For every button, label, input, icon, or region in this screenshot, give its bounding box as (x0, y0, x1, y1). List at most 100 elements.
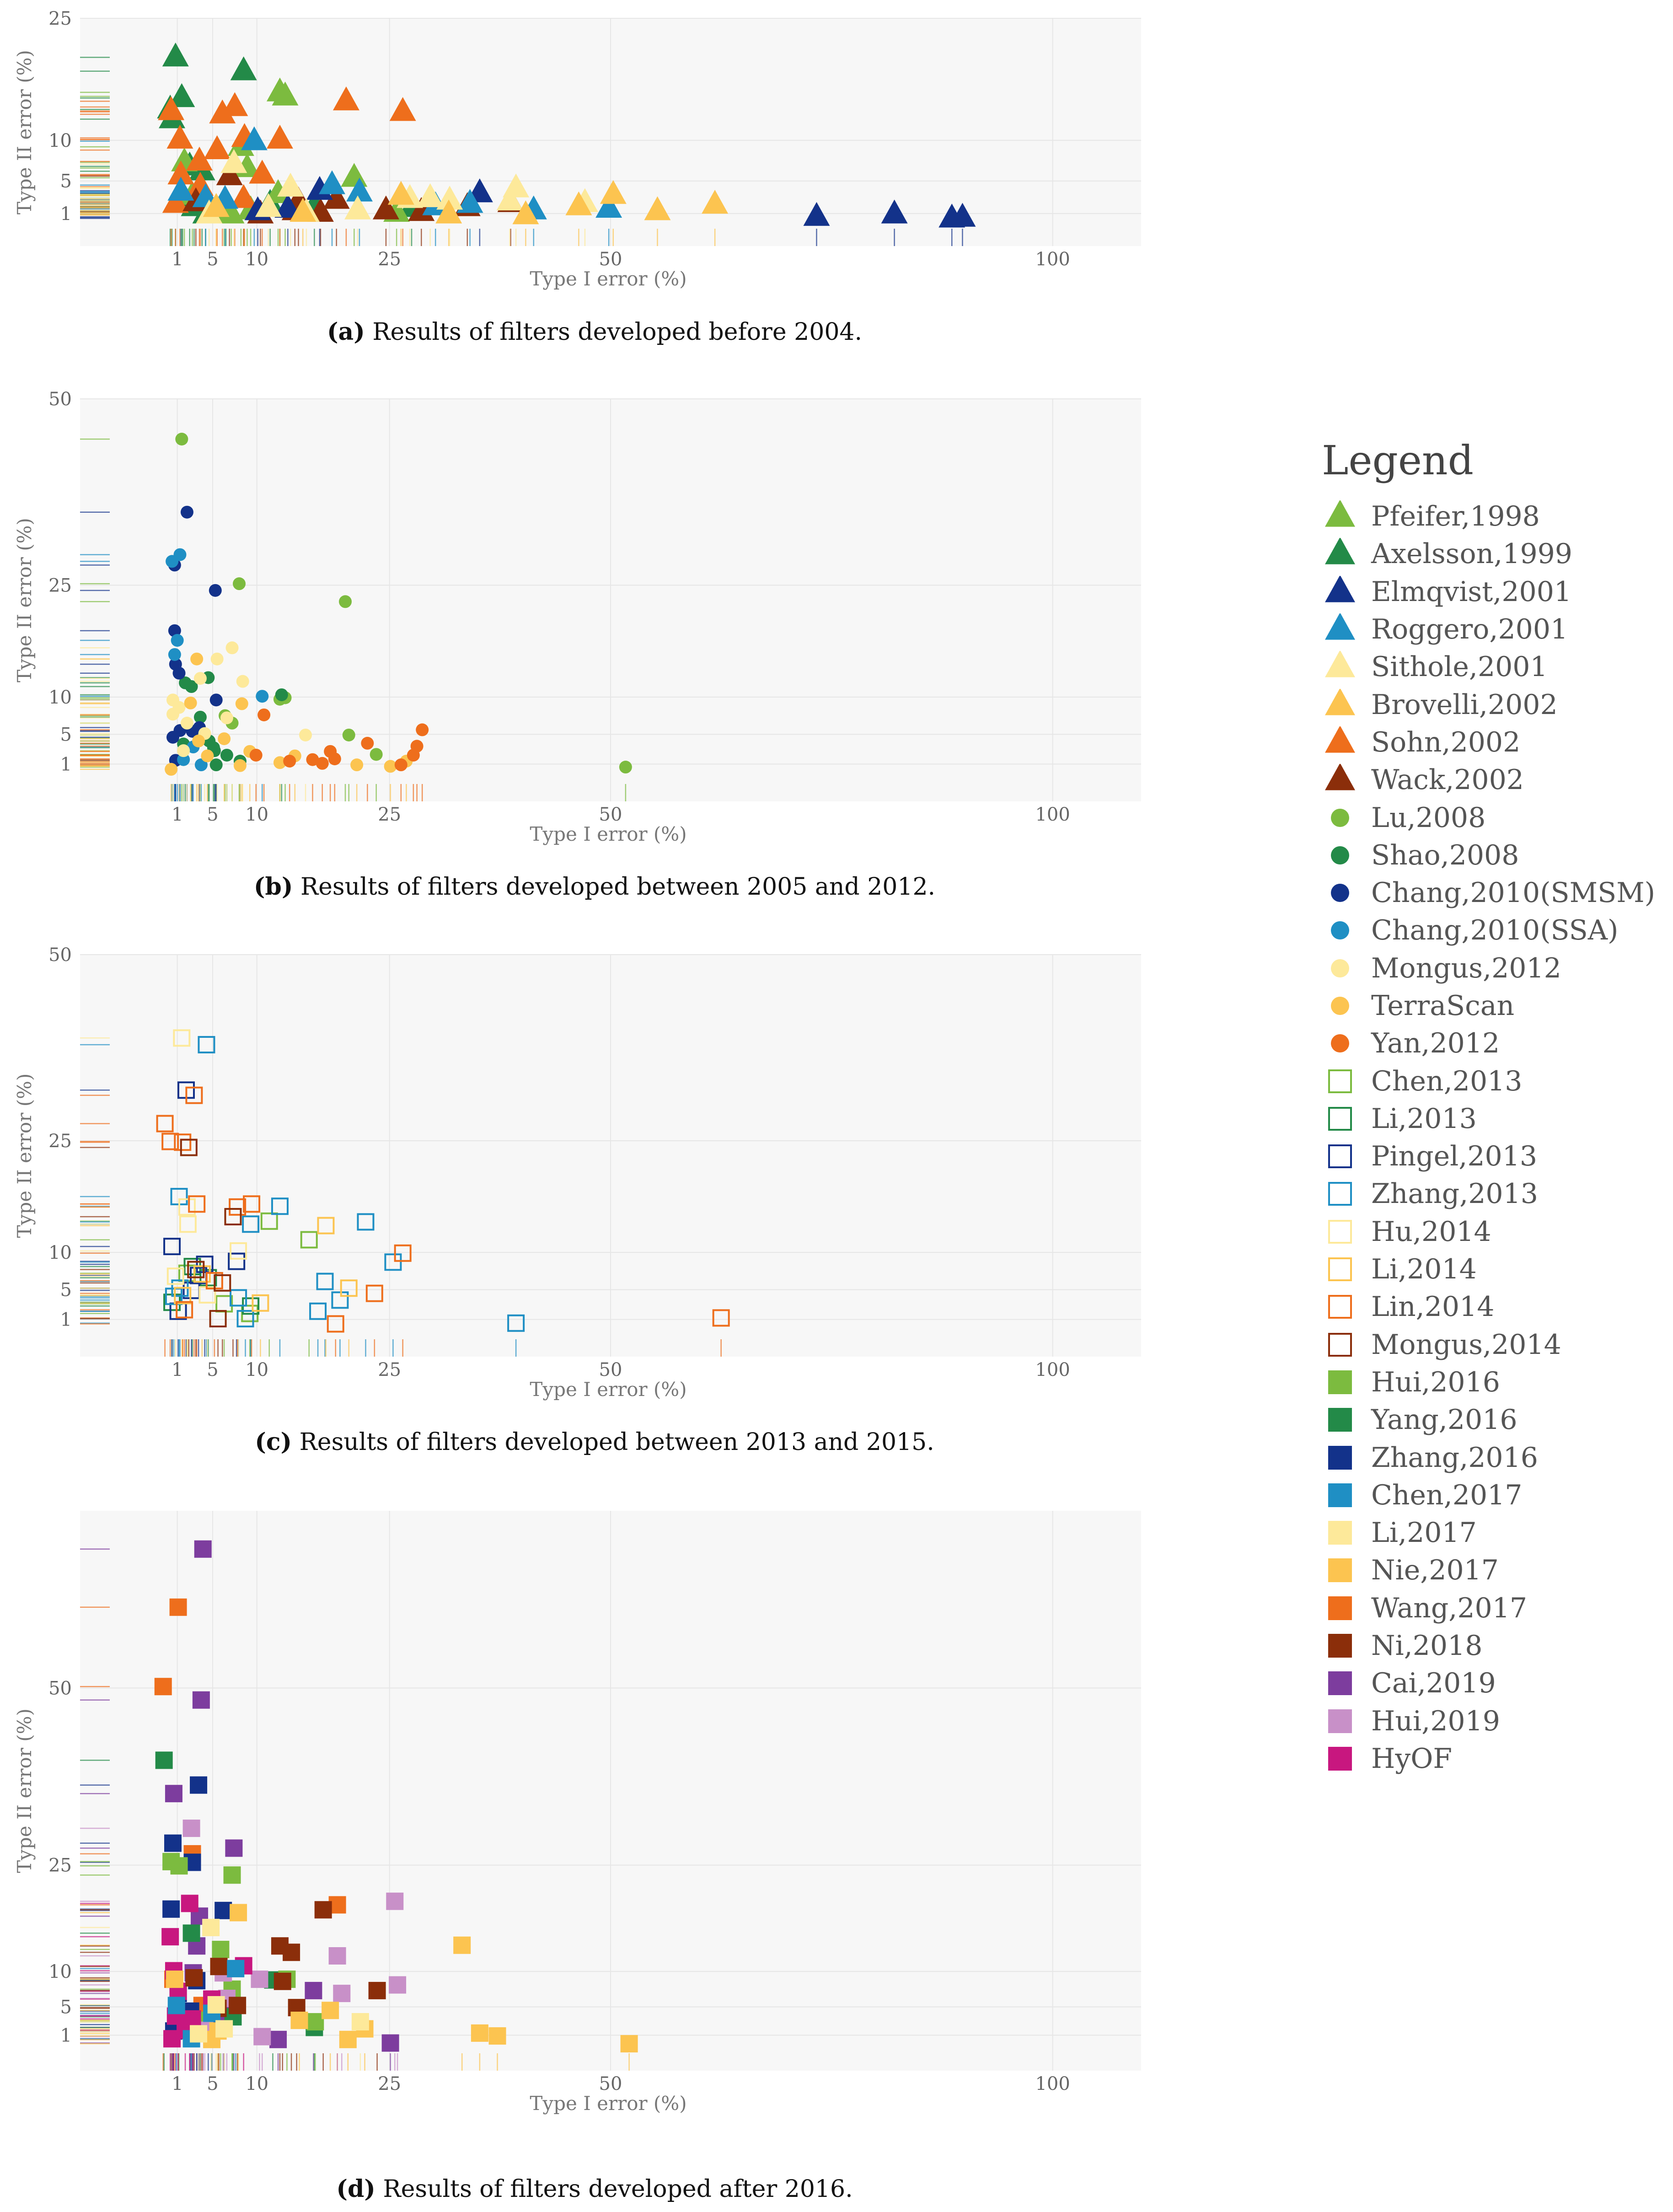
data-point-lu2008 (370, 748, 383, 761)
data-point-nie2017 (166, 1970, 183, 1988)
legend-label: Sohn,2002 (1371, 726, 1521, 758)
data-point-zhang2013 (242, 1215, 260, 1233)
data-point-nie2017 (322, 2002, 339, 2019)
legend-label: Chen,2017 (1371, 1479, 1523, 1511)
data-point-sithole2001 (220, 149, 247, 173)
data-point-chang2010ssa (166, 555, 179, 568)
x-tick-label: 50 (599, 2073, 622, 2094)
data-point-sohn2002 (389, 97, 416, 121)
legend-swatch (1328, 1182, 1352, 1206)
data-point-zhang2013 (236, 1310, 254, 1327)
data-point-sohn2002 (230, 184, 257, 208)
x-axis-title: Type I error (%) (530, 823, 686, 845)
data-point-lin2014 (327, 1315, 344, 1333)
data-point-chang2010smsm (209, 584, 222, 597)
legend-marker (1328, 1483, 1352, 1507)
legend-swatch (1328, 1521, 1352, 1545)
data-point-mongus2014 (209, 1310, 227, 1327)
data-point-chang2010smsm (168, 624, 181, 637)
y-tick-label: 1 (60, 204, 72, 225)
y-tick-label: 10 (48, 687, 72, 708)
legend-label: Hu,2014 (1371, 1215, 1491, 1248)
legend-item-axelsson1999: Axelsson,1999 (1322, 535, 1660, 573)
x-tick-label: 1 (172, 2073, 183, 2094)
legend-swatch (1328, 1709, 1352, 1733)
legend-marker (1325, 613, 1355, 640)
data-point-terrascan (218, 732, 231, 746)
legend-item-chang2010smsm: Chang,2010(SMSM) (1322, 874, 1660, 912)
data-point-chang2010ssa (171, 634, 184, 647)
data-point-hyof (161, 1928, 179, 1946)
legend-label: Wack,2002 (1371, 764, 1524, 796)
legend-item-lin2014: Lin,2014 (1322, 1288, 1660, 1326)
data-point-mongus2012 (220, 711, 233, 725)
data-point-terrascan (190, 652, 204, 666)
x-tick-label: 25 (378, 804, 401, 825)
data-point-chang2010smsm (180, 505, 193, 519)
data-point-sohn2002 (204, 135, 231, 159)
data-point-terrascan (201, 749, 214, 762)
data-point-chang2010ssa (168, 648, 181, 661)
data-point-mongus2012 (177, 744, 190, 757)
legend-marker (1328, 1521, 1352, 1545)
caption-a: (a) Results of filters developed before … (0, 318, 1189, 346)
legend-swatch (1328, 1483, 1352, 1507)
legend-label: Shao,2008 (1371, 839, 1519, 871)
legend-item-elmqvist2001: Elmqvist,2001 (1322, 573, 1660, 611)
data-point-chang2010smsm (172, 666, 186, 680)
legend-marker (1328, 1295, 1352, 1319)
data-point-pingel2013 (196, 1256, 214, 1273)
legend-marker (1328, 1332, 1352, 1357)
data-point-brovelli2002 (702, 189, 729, 214)
data-point-sohn2002 (332, 86, 359, 111)
legend-item-sohn2002: Sohn,2002 (1322, 724, 1660, 761)
legend-swatch (1328, 1408, 1352, 1432)
caption-b: (b) Results of filters developed between… (0, 873, 1189, 901)
data-point-ni2018 (368, 1981, 386, 1999)
data-point-sohn2002 (186, 146, 213, 171)
legend-swatch (1325, 538, 1355, 565)
data-point-lu2008 (175, 433, 188, 446)
legend-marker (1328, 1069, 1352, 1093)
legend-item-zhang2013: Zhang,2013 (1322, 1175, 1660, 1213)
data-point-chang2010ssa (177, 753, 190, 766)
data-point-shao2008 (220, 748, 233, 762)
legend-marker (1328, 1257, 1352, 1282)
data-point-shao2008 (185, 680, 198, 693)
data-point-lin2014 (243, 1195, 261, 1213)
data-point-axelsson1999 (230, 56, 257, 81)
data-point-pingel2013 (228, 1252, 246, 1270)
data-point-lin2014 (712, 1309, 730, 1327)
data-point-zhang2013 (507, 1314, 525, 1332)
legend-item-brovelli2002: Brovelli,2002 (1322, 686, 1660, 723)
legend-marker (1331, 921, 1349, 940)
x-tick-label: 5 (207, 2073, 218, 2094)
legend-item-cai2019: Cai,2019 (1322, 1664, 1660, 1702)
legend-swatch (1328, 1257, 1352, 1282)
data-point-li2017 (215, 2020, 233, 2038)
legend-item-chang2010ssa: Chang,2010(SSA) (1322, 912, 1660, 949)
data-point-chen2017 (227, 1960, 245, 1977)
legend-marker (1328, 1709, 1352, 1733)
legend-swatch (1328, 1069, 1352, 1093)
data-point-sohn2002 (209, 99, 236, 123)
data-point-hui2019 (182, 1820, 200, 1837)
data-point-brovelli2002 (387, 181, 414, 205)
data-point-shao2008 (209, 758, 223, 772)
data-point-zhang2013 (198, 1036, 215, 1053)
legend-marker (1331, 997, 1349, 1015)
legend-marker (1328, 1558, 1352, 1583)
y-tick-label: 50 (48, 389, 72, 410)
data-point-hui2019 (333, 1985, 351, 2003)
data-point-yan2012 (361, 736, 374, 750)
data-point-ni2018 (273, 1972, 291, 1990)
data-point-li2017 (207, 1996, 225, 2013)
data-point-elmqvist2001 (274, 193, 301, 218)
data-point-sohn2002 (266, 124, 293, 149)
data-point-zhang2013 (309, 1302, 327, 1320)
data-point-brovelli2002 (203, 193, 230, 217)
data-point-lin2014 (176, 1301, 193, 1319)
legend-marker (1325, 500, 1355, 527)
data-point-chen2017 (167, 1997, 185, 2014)
